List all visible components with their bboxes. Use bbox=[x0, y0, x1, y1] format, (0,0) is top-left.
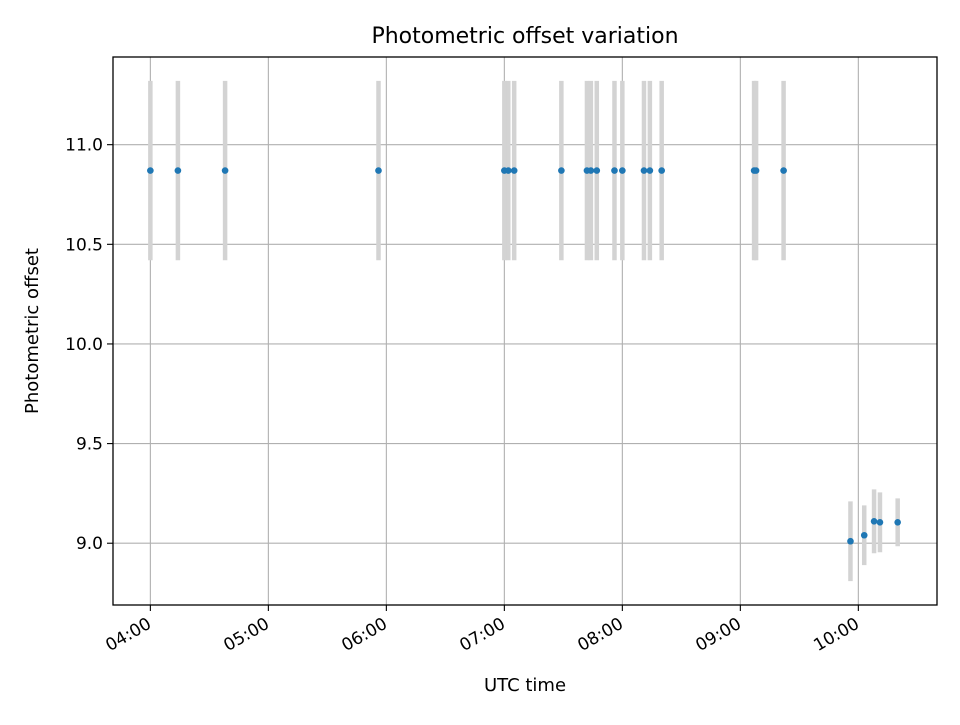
data-point bbox=[876, 519, 884, 526]
data-point bbox=[593, 167, 601, 174]
data-point bbox=[504, 167, 512, 174]
grid-lines bbox=[113, 57, 937, 605]
y-tick-label: 9.5 bbox=[76, 435, 103, 455]
y-tick-label: 11.0 bbox=[65, 136, 103, 156]
data-point bbox=[619, 167, 626, 174]
data-point bbox=[870, 518, 878, 525]
y-tick-label: 9.0 bbox=[76, 534, 103, 554]
data-point bbox=[847, 537, 854, 545]
x-axis-label: UTC time bbox=[484, 675, 566, 696]
y-tick-label: 10.5 bbox=[65, 235, 103, 255]
y-axis-label: Photometric offset bbox=[22, 248, 43, 414]
data-point bbox=[646, 167, 654, 174]
plot-area-frame bbox=[112, 56, 938, 606]
data-point bbox=[510, 167, 518, 174]
data-point bbox=[658, 167, 665, 174]
data-point bbox=[587, 167, 595, 174]
data-point bbox=[860, 531, 868, 539]
data-points bbox=[147, 167, 901, 545]
data-point bbox=[558, 167, 565, 174]
y-tick-label: 10.0 bbox=[65, 335, 103, 355]
data-point bbox=[894, 519, 901, 526]
data-point bbox=[611, 167, 618, 174]
data-point bbox=[174, 167, 182, 174]
data-point bbox=[375, 167, 382, 174]
data-point bbox=[221, 167, 229, 174]
data-point bbox=[640, 167, 648, 174]
y-axis-ticks: 9.0 9.5 10.0 10.5 11.0 bbox=[65, 136, 113, 554]
data-point bbox=[147, 167, 154, 174]
data-point bbox=[780, 167, 787, 174]
chart-title: Photometric offset variation bbox=[371, 24, 678, 49]
data-point bbox=[752, 167, 760, 174]
